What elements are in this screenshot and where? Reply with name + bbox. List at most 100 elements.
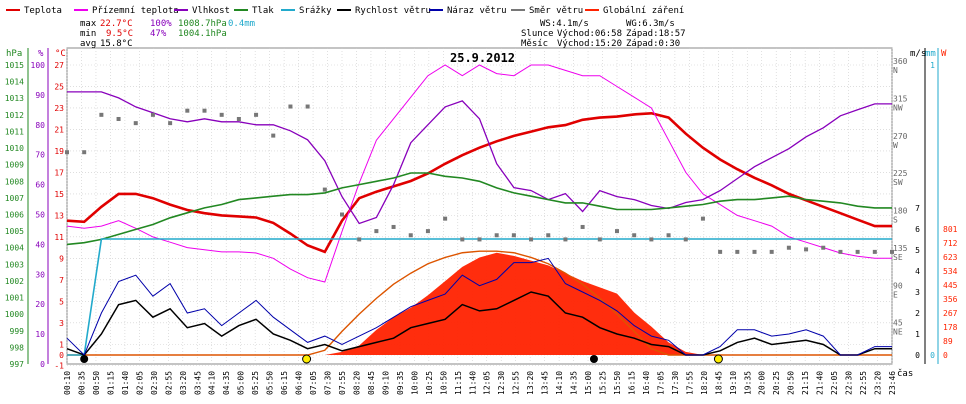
wind-direction-point: [322, 187, 327, 192]
wind-direction-point: [374, 229, 379, 234]
tick-pct: 90: [35, 91, 45, 100]
tick-time: 04:10: [208, 371, 217, 395]
wind-direction-point: [150, 112, 155, 117]
wind-direction-point: [219, 112, 224, 117]
wind-direction-point: [99, 112, 104, 117]
legend: Teplota Přízemní teplota Vlhkost Tlak Srážky…: [6, 6, 684, 16]
tick-hpa: 1000: [5, 310, 24, 319]
tick-temp: 9: [59, 254, 64, 263]
tick-pct: 50: [35, 211, 45, 220]
tick-time: 17:55: [685, 371, 694, 395]
tick-w: 445: [943, 281, 958, 290]
tick-time: 08:20: [352, 371, 361, 395]
tick-mm: 1: [930, 61, 935, 70]
wind-direction-point: [65, 150, 69, 155]
tick-time: 01:15: [106, 371, 115, 395]
tick-hpa: 1013: [5, 94, 24, 103]
tick-pct: 0: [40, 360, 45, 369]
tick-ms: 0: [915, 351, 920, 360]
wind-direction-point: [563, 237, 568, 242]
tick-time: 12:30: [497, 371, 506, 395]
tick-time: 23:20: [874, 371, 883, 395]
tick-time: 20:50: [787, 371, 796, 395]
tick-hpa: 997: [10, 360, 25, 369]
series-vlhkost: [67, 91, 892, 225]
tick-dir-deg: 135: [893, 244, 908, 253]
tick-time: 04:35: [222, 371, 231, 395]
tick-time: 15:00: [584, 371, 593, 395]
tick-dir-name: W: [893, 141, 898, 150]
info-wg: WG:6.3m/s: [626, 19, 675, 29]
info-ws: WS:4.1m/s: [540, 19, 589, 29]
wind-direction-point: [580, 224, 585, 229]
right-axes: 45NE90E135SE180S225SW270W315NW360N012345…: [893, 48, 958, 364]
wind-direction-point: [271, 133, 276, 138]
wind-direction-point: [700, 216, 705, 221]
wind-direction-point: [769, 249, 774, 254]
tick-time: 16:40: [642, 371, 651, 395]
tick-time: 15:50: [613, 371, 622, 395]
wind-direction-point: [185, 108, 190, 113]
tick-temp: 17: [54, 168, 64, 177]
tick-time: 07:05: [309, 371, 318, 395]
wind-direction-point: [511, 233, 516, 238]
axis-unit-pct: %: [38, 49, 44, 59]
legend-label: Tlak: [252, 6, 274, 16]
tick-time: 10:25: [425, 371, 434, 395]
moon-marker: [589, 355, 598, 363]
stats-min-hum: 47%: [150, 29, 167, 39]
wind-direction-point: [288, 104, 293, 109]
tick-temp: 11: [54, 233, 64, 242]
tick-w: 178: [943, 323, 958, 332]
axis-unit-hpa: hPa: [6, 49, 22, 59]
tick-pct: 100: [31, 61, 46, 70]
tick-temp: 5: [59, 297, 64, 306]
tick-hpa: 1003: [5, 260, 24, 269]
tick-temp: 7: [59, 276, 64, 285]
tick-time: 00:10: [63, 371, 72, 395]
stats-min-label: min: [80, 29, 96, 39]
series-layer: [66, 64, 892, 356]
wind-direction-point: [718, 249, 723, 254]
wind-direction-point: [786, 245, 791, 250]
tick-temp: 0: [59, 351, 64, 360]
wind-direction-point: [494, 233, 499, 238]
tick-time: 11:15: [454, 371, 463, 395]
tick-time: 17:30: [671, 371, 680, 395]
wind-direction-point: [735, 249, 740, 254]
tick-hpa: 1007: [5, 194, 24, 203]
wind-direction-point: [408, 233, 413, 238]
wind-direction-point: [804, 247, 809, 252]
wind-direction-point: [529, 237, 534, 242]
tick-time: 00:35: [77, 371, 86, 395]
wind-direction-point: [82, 150, 87, 155]
tick-hpa: 1002: [5, 277, 24, 286]
wind-direction-point: [168, 121, 173, 126]
tick-time: 23:46: [888, 371, 897, 395]
tick-time: 17:05: [656, 371, 665, 395]
stats-max-label: max: [80, 19, 97, 29]
tick-time: 13:45: [541, 371, 550, 395]
wind-direction-point: [821, 245, 826, 250]
tick-ms: 2: [915, 309, 920, 318]
tick-hpa: 1004: [5, 244, 24, 253]
tick-time: 01:40: [121, 371, 130, 395]
stats-avg-temp: 15.8°C: [100, 39, 133, 49]
tick-hpa: 1012: [5, 111, 24, 120]
stats-max-pres: 1008.7hPa: [178, 19, 227, 29]
wind-direction-point: [838, 249, 843, 254]
tick-hpa: 998: [10, 343, 25, 352]
axis-unit-degc: °C: [55, 49, 66, 59]
tick-temp: 1: [59, 340, 64, 349]
tick-temp: 21: [54, 125, 64, 134]
legend-label: Vlhkost: [192, 6, 230, 16]
legend-label: Globální záření: [603, 6, 684, 16]
tick-time: 13:20: [526, 371, 535, 395]
legend-label: Náraz větru: [447, 6, 507, 16]
tick-time: 20:25: [772, 371, 781, 395]
axis-unit-ms: m/s: [910, 49, 926, 59]
wind-direction-point: [460, 237, 465, 242]
tick-time: 05:50: [266, 371, 275, 395]
tick-hpa: 1015: [5, 61, 24, 70]
